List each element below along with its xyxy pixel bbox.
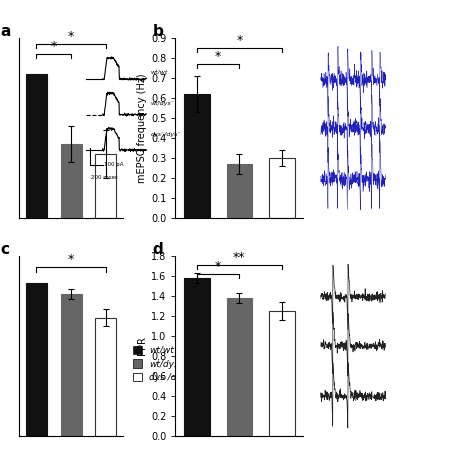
Text: *: * <box>68 254 74 266</box>
Text: b: b <box>152 24 163 38</box>
Text: 100 pA: 100 pA <box>104 162 124 167</box>
Text: c: c <box>0 242 9 256</box>
Y-axis label: mEPSC frequency (Hz): mEPSC frequency (Hz) <box>137 73 147 183</box>
Bar <box>61 294 82 436</box>
Text: dys⁻/dys⁻: dys⁻/dys⁻ <box>151 132 181 137</box>
Bar <box>61 144 82 218</box>
Text: *: * <box>68 30 74 43</box>
Bar <box>95 318 116 436</box>
Bar <box>269 311 295 436</box>
Text: wt/wt: wt/wt <box>151 70 168 74</box>
Legend: wt/wt, wt/dys, dys /dys: wt/wt, wt/dys, dys /dys <box>133 346 187 382</box>
Text: wt/dys⁻: wt/dys⁻ <box>151 101 174 106</box>
Bar <box>269 158 295 218</box>
Text: 200 msec: 200 msec <box>91 175 118 180</box>
Bar <box>95 154 116 218</box>
Bar <box>184 278 210 436</box>
Bar <box>26 283 47 436</box>
Bar <box>26 74 47 218</box>
Bar <box>227 298 252 436</box>
Y-axis label: PPR: PPR <box>137 337 147 356</box>
Text: *: * <box>236 34 243 47</box>
Bar <box>184 94 210 218</box>
Text: *: * <box>51 40 57 53</box>
Text: **: ** <box>233 251 246 264</box>
Bar <box>227 164 252 218</box>
Text: *: * <box>215 50 221 63</box>
Text: *: * <box>215 260 221 273</box>
Text: d: d <box>152 242 163 256</box>
Text: a: a <box>0 24 10 38</box>
